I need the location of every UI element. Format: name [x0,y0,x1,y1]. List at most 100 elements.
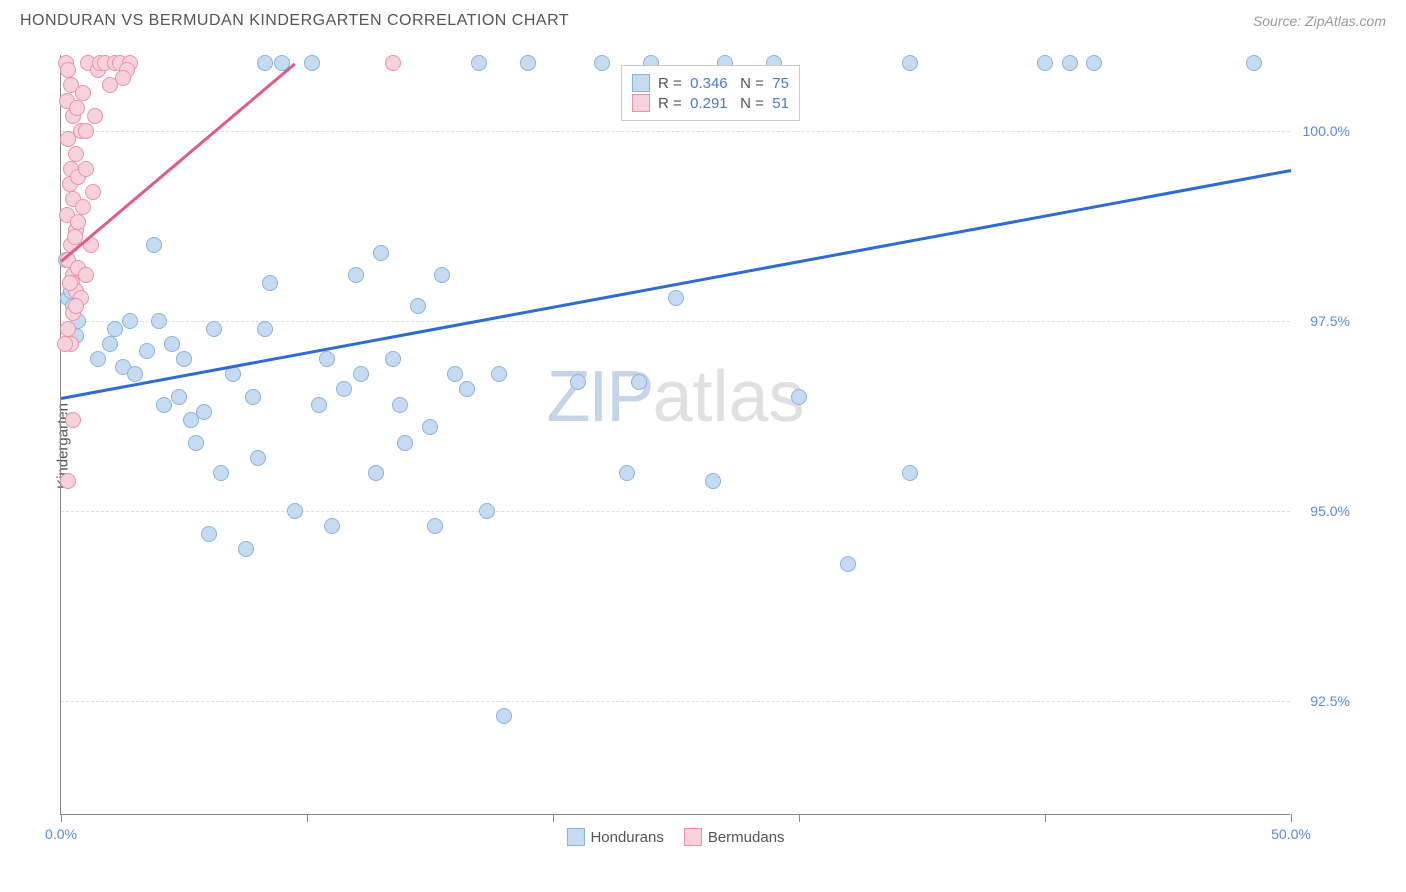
data-point [69,100,85,116]
gridline [61,701,1290,702]
data-point [146,237,162,253]
data-point [304,55,320,71]
data-point [68,298,84,314]
data-point [491,366,507,382]
y-tick-label: 92.5% [1310,693,1350,709]
legend-label: Hondurans [590,829,663,846]
gridline [61,511,1290,512]
data-point [570,374,586,390]
source-attribution: Source: ZipAtlas.com [1253,13,1386,29]
watermark: ZIPatlas [546,356,804,438]
legend-row: R = 0.291 N = 51 [632,94,789,112]
data-point [902,55,918,71]
data-point [245,389,261,405]
data-point [520,55,536,71]
legend-item: Bermudans [684,828,785,846]
data-point [90,351,106,367]
trend-line [61,169,1291,399]
y-tick-label: 97.5% [1310,313,1350,329]
data-point [62,275,78,291]
data-point [1037,55,1053,71]
legend-row: R = 0.346 N = 75 [632,74,789,92]
data-point [75,85,91,101]
data-point [631,374,647,390]
legend-item: Hondurans [566,828,663,846]
data-point [373,245,389,261]
data-point [668,290,684,306]
data-point [705,473,721,489]
watermark-zip: ZIP [546,357,652,437]
data-point [151,313,167,329]
y-tick-label: 95.0% [1310,503,1350,519]
legend-swatch [632,94,650,112]
data-point [262,275,278,291]
x-tick [61,814,62,822]
data-point [78,161,94,177]
data-point [392,397,408,413]
x-tick [799,814,800,822]
data-point [65,412,81,428]
x-tick [553,814,554,822]
data-point [427,518,443,534]
data-point [57,336,73,352]
chart-title: HONDURAN VS BERMUDAN KINDERGARTEN CORREL… [20,12,569,30]
x-tick [1045,814,1046,822]
data-point [176,351,192,367]
data-point [447,366,463,382]
data-point [1062,55,1078,71]
data-point [70,214,86,230]
data-point [791,389,807,405]
stats-legend: R = 0.346 N = 75 R = 0.291 N = 51 [621,65,800,121]
data-point [60,62,76,78]
legend-label: Bermudans [708,829,785,846]
data-point [102,336,118,352]
data-point [397,435,413,451]
data-point [201,526,217,542]
legend-swatch [632,74,650,92]
data-point [75,199,91,215]
data-point [422,419,438,435]
data-point [1246,55,1262,71]
watermark-atlas: atlas [652,357,804,437]
data-point [257,55,273,71]
chart-container: ZIPatlas 92.5%95.0%97.5%100.0%0.0%50.0%R… [60,55,1340,815]
x-tick-label: 0.0% [45,826,77,842]
data-point [353,366,369,382]
data-point [60,321,76,337]
data-point [385,351,401,367]
data-point [368,465,384,481]
data-point [319,351,335,367]
data-point [250,450,266,466]
data-point [139,343,155,359]
legend-swatch [684,828,702,846]
data-point [213,465,229,481]
gridline [61,131,1290,132]
legend-stats: R = 0.346 N = 75 [658,75,789,92]
data-point [87,108,103,124]
data-point [324,518,340,534]
x-tick [1291,814,1292,822]
data-point [410,298,426,314]
data-point [122,313,138,329]
x-tick-label: 50.0% [1271,826,1311,842]
data-point [594,55,610,71]
data-point [902,465,918,481]
data-point [1086,55,1102,71]
data-point [68,146,84,162]
legend-swatch [566,828,584,846]
data-point [385,55,401,71]
data-point [206,321,222,337]
data-point [171,389,187,405]
gridline [61,321,1290,322]
x-tick [307,814,308,822]
data-point [348,267,364,283]
bottom-legend: Hondurans Bermudans [566,828,784,846]
data-point [311,397,327,413]
data-point [196,404,212,420]
data-point [78,123,94,139]
data-point [107,321,123,337]
data-point [156,397,172,413]
data-point [164,336,180,352]
data-point [619,465,635,481]
data-point [471,55,487,71]
